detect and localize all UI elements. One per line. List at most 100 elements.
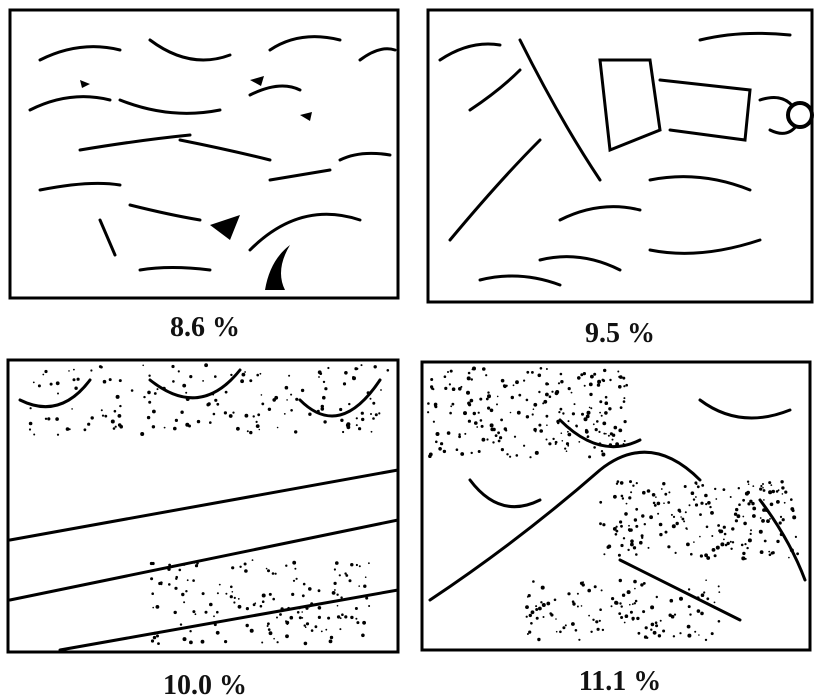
dot bbox=[643, 582, 646, 585]
dot bbox=[450, 405, 452, 407]
dot bbox=[482, 367, 486, 371]
dot bbox=[119, 425, 123, 429]
dot bbox=[517, 411, 521, 415]
dot bbox=[602, 523, 605, 526]
dot bbox=[68, 370, 70, 372]
dot bbox=[104, 415, 107, 418]
dot bbox=[325, 629, 327, 631]
dot bbox=[304, 642, 308, 646]
dot bbox=[244, 371, 246, 373]
dot bbox=[73, 378, 76, 381]
dot bbox=[744, 543, 746, 545]
dot bbox=[305, 626, 307, 628]
dot bbox=[619, 520, 622, 523]
dot bbox=[102, 415, 104, 417]
dot bbox=[290, 409, 293, 412]
dot bbox=[630, 491, 632, 493]
dot bbox=[497, 431, 500, 434]
dot bbox=[99, 365, 102, 368]
page: 8.6 % 9.5 % 10.0 % 11.1 % (() => { const… bbox=[0, 0, 816, 700]
dot bbox=[247, 430, 249, 432]
dot bbox=[619, 579, 622, 582]
dot bbox=[620, 481, 624, 485]
dot bbox=[617, 371, 619, 373]
dot bbox=[614, 426, 618, 430]
dot bbox=[209, 421, 212, 424]
dot bbox=[571, 622, 575, 626]
dot bbox=[657, 513, 659, 515]
dot bbox=[363, 585, 366, 588]
dot bbox=[603, 369, 606, 372]
dot bbox=[337, 605, 339, 607]
dot bbox=[287, 607, 290, 610]
dot bbox=[682, 518, 685, 521]
dot bbox=[288, 375, 290, 377]
dot bbox=[131, 389, 134, 392]
dot bbox=[225, 593, 227, 595]
dot bbox=[587, 411, 591, 415]
dot bbox=[668, 491, 670, 493]
dot bbox=[503, 384, 506, 387]
dot bbox=[362, 621, 366, 625]
dot bbox=[361, 364, 363, 366]
dot bbox=[537, 638, 540, 641]
dot bbox=[444, 387, 447, 390]
dot bbox=[340, 419, 343, 422]
dot bbox=[182, 384, 186, 388]
dot bbox=[77, 378, 80, 381]
dot bbox=[189, 641, 193, 645]
dot bbox=[714, 607, 716, 609]
dot bbox=[458, 435, 461, 438]
dot bbox=[622, 594, 625, 597]
dot bbox=[743, 522, 747, 526]
dot bbox=[318, 606, 322, 610]
dot bbox=[30, 407, 32, 409]
dot bbox=[642, 610, 645, 613]
dot bbox=[206, 403, 209, 406]
dot bbox=[260, 605, 263, 608]
dot bbox=[688, 588, 690, 590]
dot bbox=[684, 485, 687, 488]
dot bbox=[589, 393, 592, 396]
dot bbox=[724, 533, 727, 536]
dot bbox=[599, 501, 602, 504]
dot bbox=[717, 524, 720, 527]
dot bbox=[449, 412, 452, 415]
dot bbox=[345, 372, 347, 374]
dot bbox=[361, 418, 364, 421]
dot bbox=[277, 427, 279, 429]
dot bbox=[546, 415, 549, 418]
dot bbox=[262, 600, 265, 603]
dot bbox=[435, 441, 438, 444]
dot bbox=[792, 515, 796, 519]
dot bbox=[624, 420, 627, 423]
dot bbox=[339, 574, 341, 576]
dot bbox=[230, 595, 233, 598]
dot bbox=[318, 616, 321, 619]
dot bbox=[667, 501, 670, 504]
dot bbox=[762, 487, 764, 489]
dot bbox=[246, 607, 249, 610]
dot bbox=[665, 531, 668, 534]
dot bbox=[768, 551, 770, 553]
dot bbox=[535, 605, 537, 607]
dot bbox=[562, 440, 564, 442]
dot bbox=[651, 623, 655, 627]
dot bbox=[602, 379, 605, 382]
dot bbox=[599, 400, 602, 403]
dot bbox=[782, 518, 785, 521]
dot bbox=[593, 423, 595, 425]
dot bbox=[790, 548, 794, 552]
dot bbox=[679, 632, 681, 634]
dot bbox=[641, 514, 644, 517]
dot bbox=[151, 592, 154, 595]
dot bbox=[587, 436, 589, 438]
dot bbox=[298, 607, 300, 609]
dot bbox=[527, 633, 529, 635]
dot bbox=[479, 398, 482, 401]
dot bbox=[716, 546, 720, 550]
dot bbox=[306, 622, 309, 625]
dot bbox=[615, 533, 618, 536]
dot bbox=[246, 624, 249, 627]
dot bbox=[700, 502, 703, 505]
